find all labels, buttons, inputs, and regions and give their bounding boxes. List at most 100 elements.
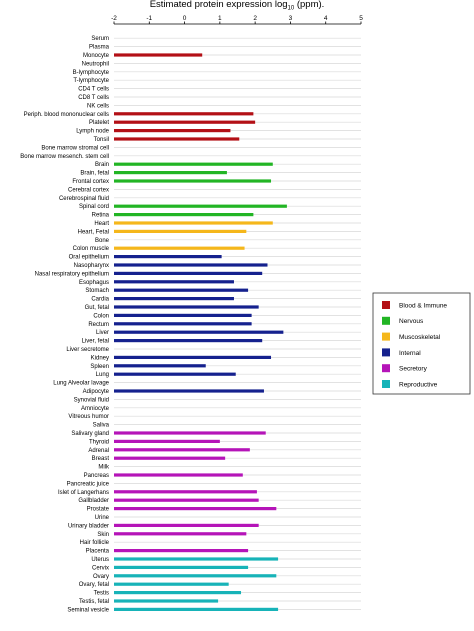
bar bbox=[114, 204, 287, 208]
chart-title-suffix: (ppm). bbox=[294, 0, 324, 10]
row-label: Amniocyte bbox=[81, 406, 110, 412]
row-label: Ovary bbox=[93, 574, 109, 580]
row-label: Cerebral cortex bbox=[68, 187, 109, 193]
bar bbox=[114, 137, 240, 141]
bar bbox=[114, 364, 206, 368]
row-label: Islet of Langerhans bbox=[58, 490, 109, 496]
row-label: Skin bbox=[97, 532, 109, 538]
row-label: Plasma bbox=[89, 45, 110, 51]
bar bbox=[114, 53, 203, 57]
legend-swatch bbox=[382, 364, 390, 373]
row-label: Brain bbox=[95, 162, 109, 168]
bar bbox=[114, 255, 222, 259]
row-label: Liver bbox=[96, 330, 109, 336]
row-label: CD8 T cells bbox=[78, 95, 109, 101]
bar bbox=[114, 129, 231, 133]
bar bbox=[114, 607, 279, 611]
bar bbox=[114, 179, 272, 183]
bar bbox=[114, 288, 249, 292]
bar bbox=[114, 263, 268, 267]
row-label: Bone marrow stromal cell bbox=[41, 145, 109, 151]
row-label: Urinary bladder bbox=[68, 523, 109, 529]
legend-swatch bbox=[382, 301, 390, 309]
row-label: Adrenal bbox=[88, 448, 109, 454]
chart-title: Estimated protein expression log10 (ppm)… bbox=[150, 0, 325, 12]
row-label: Pancreatic juice bbox=[67, 481, 110, 487]
bar bbox=[114, 297, 234, 301]
bar bbox=[114, 557, 279, 561]
bars bbox=[114, 53, 287, 611]
bar bbox=[114, 473, 243, 477]
legend-box bbox=[372, 292, 471, 395]
bar bbox=[114, 271, 263, 275]
row-label: Retina bbox=[92, 213, 110, 219]
row-label: Serum bbox=[91, 36, 109, 42]
row-label: Cervix bbox=[92, 565, 109, 571]
bar bbox=[114, 171, 227, 175]
row-label: Testis, fetal bbox=[79, 599, 109, 605]
legend-swatch bbox=[382, 316, 390, 325]
row-label: Colon muscle bbox=[73, 246, 110, 252]
bar bbox=[114, 599, 219, 603]
row-label: Milk bbox=[98, 465, 110, 471]
bar bbox=[114, 322, 252, 326]
bar bbox=[114, 339, 263, 343]
row-label: T-lymphocyte bbox=[73, 78, 109, 84]
x-tick-label: 0 bbox=[183, 15, 187, 22]
row-label: Prostate bbox=[87, 507, 110, 513]
bar bbox=[114, 330, 284, 334]
bar bbox=[114, 280, 234, 284]
row-label: Vitreous humor bbox=[68, 414, 109, 420]
row-label: Stomach bbox=[85, 288, 109, 294]
row-label: Lung Alveolar lavage bbox=[53, 381, 109, 387]
bar bbox=[114, 549, 249, 553]
row-label: Rectum bbox=[88, 322, 109, 328]
row-label: Bone bbox=[95, 238, 110, 244]
row-label: Platelet bbox=[89, 120, 109, 126]
x-tick-label: 3 bbox=[289, 15, 293, 22]
row-label: Colon bbox=[93, 313, 109, 319]
row-label: Synovial fluid bbox=[74, 397, 109, 403]
x-tick-label: 4 bbox=[324, 15, 328, 22]
legend-label: Muscoskeletal bbox=[399, 334, 441, 341]
legend-swatch bbox=[382, 332, 390, 341]
bar bbox=[114, 448, 250, 452]
bar bbox=[114, 591, 242, 595]
row-label: Cerebrospinal fluid bbox=[59, 196, 109, 202]
bar bbox=[114, 523, 259, 527]
bar bbox=[114, 532, 247, 536]
legend-label: Internal bbox=[399, 350, 421, 357]
x-tick-label: 2 bbox=[253, 15, 257, 22]
row-label: Oral epithelium bbox=[69, 255, 109, 261]
row-label: Gut, fetal bbox=[85, 305, 109, 311]
row-label: Spinal cord bbox=[79, 204, 109, 210]
bar bbox=[114, 372, 236, 376]
legend-label: Reproductive bbox=[399, 381, 438, 388]
row-label: Lymph node bbox=[76, 129, 109, 135]
legend: Blood & Immune Nervous Muscoskeletal Intern… bbox=[372, 292, 471, 395]
chart-title-subscript: 10 bbox=[288, 6, 295, 12]
x-tick-label: 5 bbox=[359, 15, 363, 22]
row-label: Liver, fetal bbox=[82, 339, 109, 345]
bar bbox=[114, 565, 249, 569]
row-labels: Serum Plasma Monocyte Neutrophil B-lymphocyt… bbox=[20, 36, 110, 613]
row-label: Nasopharynx bbox=[74, 263, 109, 269]
bar bbox=[114, 221, 273, 225]
row-label: Nasal respiratory epithelium bbox=[35, 271, 109, 277]
bar bbox=[114, 305, 259, 309]
row-label: Esophagus bbox=[79, 280, 109, 286]
row-label: Lung bbox=[96, 372, 109, 378]
legend-label: Blood & Immune bbox=[399, 302, 447, 309]
legend-swatch bbox=[382, 380, 390, 388]
row-label: Tonsil bbox=[94, 137, 109, 143]
bar bbox=[114, 313, 252, 317]
chart-title-main: Estimated protein expression log bbox=[150, 0, 288, 10]
row-label: Pancreas bbox=[84, 473, 109, 479]
bar bbox=[114, 431, 266, 435]
row-label: Saliva bbox=[93, 423, 110, 429]
row-label: Breast bbox=[92, 456, 110, 462]
row-label: CD4 T cells bbox=[78, 87, 109, 93]
row-label: Adipocyte bbox=[83, 389, 110, 395]
row-label: Neutrophil bbox=[82, 61, 109, 67]
bar bbox=[114, 574, 277, 578]
